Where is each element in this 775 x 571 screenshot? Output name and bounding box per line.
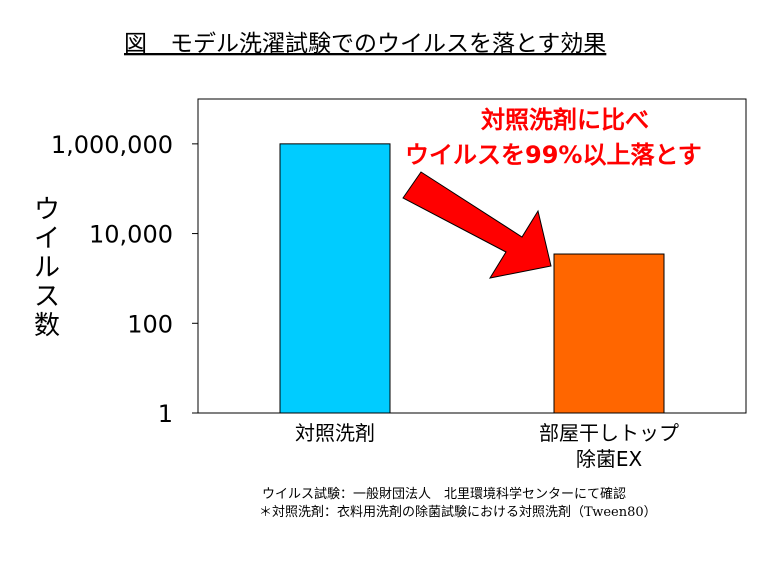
callout-line-2: ウイルスを99%以上落とす xyxy=(405,141,702,169)
y-axis-label-char: イ xyxy=(34,224,60,254)
y-tick-label: 1 xyxy=(158,400,173,428)
callout-line-1: 対照洗剤に比べ xyxy=(481,106,649,134)
chart-title: 図 モデル洗濯試験でのウイルスを落とす効果 xyxy=(124,31,606,57)
bar-1 xyxy=(279,143,391,414)
y-tick-label: 10,000 xyxy=(89,221,173,249)
y-axis-label-char: ス xyxy=(34,282,60,312)
bar-2 xyxy=(553,253,665,414)
y-axis-label-char: ル xyxy=(34,253,60,283)
category-label: 除菌EX xyxy=(576,447,643,471)
category-label: 対照洗剤 xyxy=(295,421,375,445)
y-tick-label: 100 xyxy=(127,310,173,338)
footnote-control: ＊対照洗剤：衣料用洗剤の除菌試験における対照洗剤（Tween80） xyxy=(259,504,657,520)
footnote-test-lab: ウイルス試験：一般財団法人 北里環境科学センターにて確認 xyxy=(262,486,626,502)
category-label: 部屋干しトップ xyxy=(539,421,679,445)
reduction-arrow xyxy=(402,171,552,279)
y-axis-label-char: ウ xyxy=(34,195,60,225)
y-tick-label: 1,000,000 xyxy=(51,131,173,159)
y-axis-label-char: 数 xyxy=(34,311,60,341)
